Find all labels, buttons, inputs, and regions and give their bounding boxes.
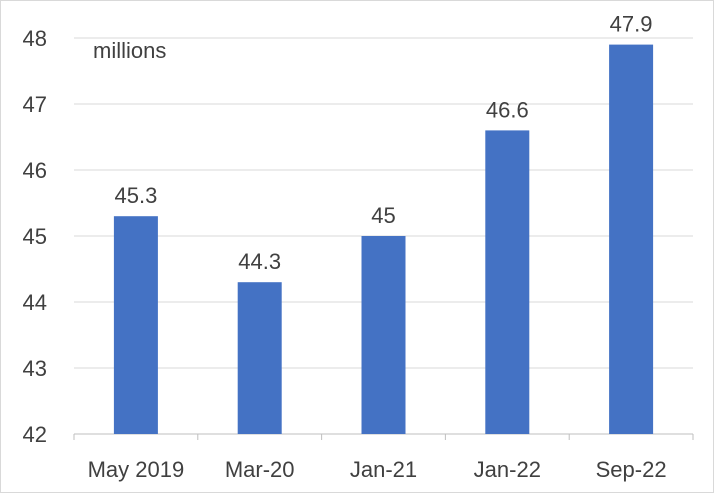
x-tick-label: May 2019 [88, 457, 185, 482]
labels: May 2019 45.3 Mar-20 44.3 Jan-21 45 Jan-22 46.6… [88, 12, 667, 482]
x-tick-label: Jan-21 [350, 457, 417, 482]
y-tick-label: 46 [23, 158, 47, 183]
bar-3 [361, 236, 406, 434]
y-tick-label: 45 [23, 224, 47, 249]
y-tick-label: 44 [23, 290, 47, 315]
data-label: 45 [371, 203, 395, 228]
data-label: 44.3 [238, 249, 281, 274]
data-label: 47.9 [610, 12, 653, 37]
bar-4 [485, 130, 530, 434]
y-tick-label: 48 [23, 26, 47, 51]
x-tick-label: Mar-20 [225, 457, 295, 482]
axes: 42 43 44 45 46 47 48 [23, 26, 694, 447]
x-tick-label: Sep-22 [596, 457, 667, 482]
y-tick-label: 43 [23, 356, 47, 381]
bars [113, 44, 654, 434]
bar-2 [237, 282, 282, 434]
bar-5 [609, 44, 654, 434]
y-tick-label: 47 [23, 92, 47, 117]
data-label: 45.3 [114, 183, 157, 208]
data-label: 46.6 [486, 97, 529, 122]
unit-label: millions [93, 38, 166, 63]
x-tick-label: Jan-22 [474, 457, 541, 482]
y-tick-label: 42 [23, 422, 47, 447]
bar-1 [113, 216, 158, 434]
